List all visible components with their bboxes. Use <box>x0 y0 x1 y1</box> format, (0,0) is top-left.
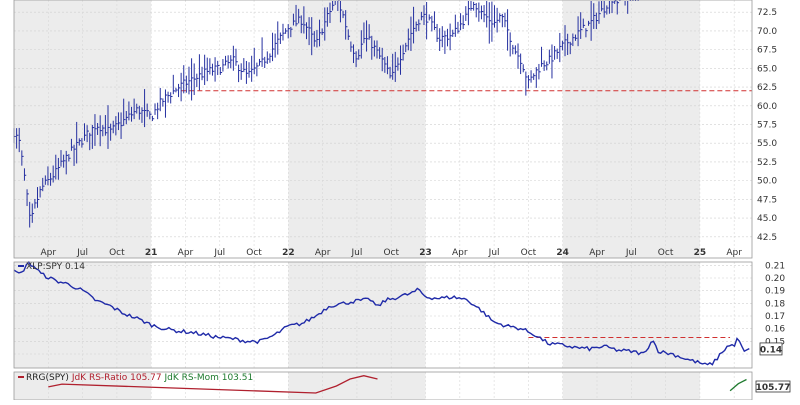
ratio-panel-border <box>13 261 753 369</box>
rrg-series-line <box>48 375 378 394</box>
x-tick-label: Jul <box>351 248 363 258</box>
ratio-y-tick-label: 0.21 <box>765 261 785 271</box>
price-panel: 72.5 70.0 67.5 65.0 62.5 60.0 57.5 55.0 52.5 50.0… <box>13 0 778 259</box>
ratio-y-tick-label: 0.15 <box>765 337 785 347</box>
rrg-legend-ratio: JdK RS-Ratio 105.77 <box>71 373 165 383</box>
price-y-tick-label: 62.5 <box>757 83 777 93</box>
price-bars <box>13 0 639 228</box>
rrg-legend-label: RRG(SPY) JdK RS-Ratio 105.77 JdK RS-Mom … <box>26 373 253 383</box>
x-tick-label: Jul <box>213 248 225 258</box>
ratio-y-tick-label: 0.20 <box>765 274 785 284</box>
ratio-y-tick-label: 0.18 <box>765 299 785 309</box>
x-tick-label: Apr <box>726 248 742 258</box>
rrg-legend-title: RRG(SPY) <box>26 373 72 383</box>
price-y-tick-label: 45.0 <box>757 214 777 224</box>
ratio-last-value-label: 0.14 <box>760 345 782 355</box>
price-y-tick-label: 55.0 <box>757 139 777 149</box>
x-tick-label: Oct <box>109 248 125 258</box>
price-y-tick-label: 57.5 <box>757 120 777 130</box>
x-tick-label: Jul <box>488 248 500 258</box>
x-tick-label: Apr <box>315 248 331 258</box>
x-tick-label: Apr <box>41 248 57 258</box>
x-tick-label: Jul <box>76 248 88 258</box>
price-y-tick-label: 42.5 <box>757 233 777 243</box>
x-tick-label: Apr <box>178 248 194 258</box>
x-tick-label: 25 <box>694 248 707 258</box>
price-y-tick-label: 70.0 <box>757 27 777 37</box>
price-y-tick-label: 50.0 <box>757 177 777 187</box>
price-y-tick-label: 65.0 <box>757 64 777 74</box>
price-y-tick-label: 60.0 <box>757 102 777 112</box>
ratio-y-tick-label: 0.16 <box>765 325 785 335</box>
x-tick-label: Oct <box>246 248 262 258</box>
x-tick-label: Oct <box>521 248 537 258</box>
x-tick-label: 23 <box>419 248 432 258</box>
ratio-last-value-box <box>759 342 783 356</box>
rrg-legend-momentum: JdK RS-Mom 103.51 <box>163 373 253 383</box>
ratio-line <box>13 260 750 366</box>
ratio-y-tick-label: 0.19 <box>765 287 785 297</box>
x-tick-label: 21 <box>145 248 158 258</box>
ratio-y-tick-label: 0.17 <box>765 312 785 322</box>
x-tick-label: 22 <box>282 248 295 258</box>
x-tick-label: Jul <box>625 248 637 258</box>
price-y-tick-label: 47.5 <box>757 195 777 205</box>
x-tick-label: Apr <box>589 248 605 258</box>
ratio-panel: 0.21 0.20 0.19 0.18 0.17 0.16 0.150.14 XLP:SPY … <box>0 260 800 369</box>
x-tick-label: Apr <box>452 248 468 258</box>
price-y-tick-label: 72.5 <box>757 8 777 18</box>
x-tick-label: Oct <box>383 248 399 258</box>
price-y-tick-label: 52.5 <box>757 158 777 168</box>
x-tick-label: 24 <box>556 248 569 258</box>
price-panel-border <box>13 0 753 259</box>
rrg-series-line <box>729 378 747 392</box>
x-tick-label: Oct <box>658 248 674 258</box>
rrg-panel: RRG(SPY) JdK RS-Ratio 105.77 JdK RS-Mom … <box>0 371 800 401</box>
rrg-last-value-box <box>755 380 791 393</box>
ratio-legend-label: XLP:SPY 0.14 <box>26 262 85 272</box>
price-y-tick-label: 67.5 <box>757 46 777 56</box>
rrg-last-value-label: 105.77 <box>756 383 791 393</box>
